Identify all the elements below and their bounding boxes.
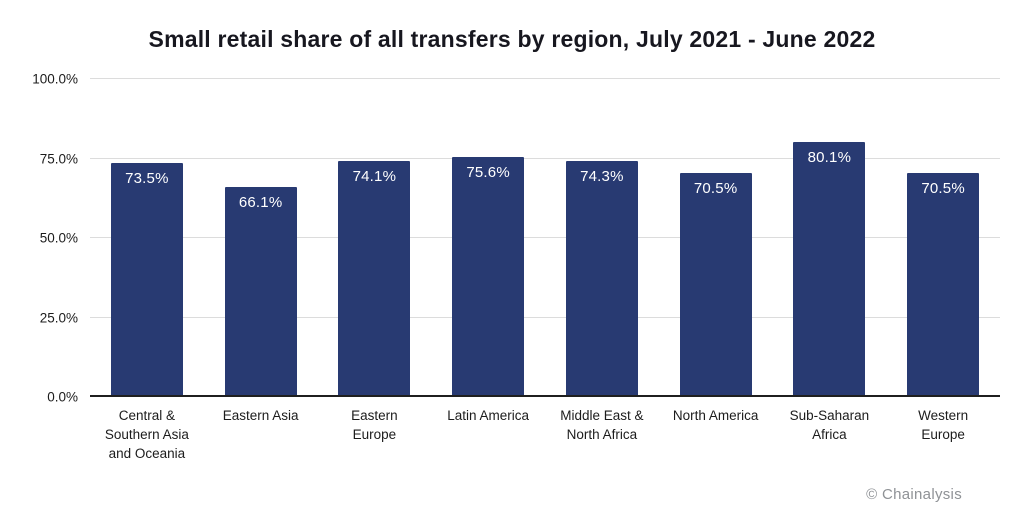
- bar-slot: 75.6%: [431, 79, 545, 397]
- bar: 74.1%: [338, 161, 411, 397]
- bar-slot: 70.5%: [886, 79, 1000, 397]
- bar: 70.5%: [679, 172, 752, 397]
- y-tick-label: 75.0%: [39, 151, 78, 166]
- gridline: [90, 157, 1000, 159]
- gridline: [90, 78, 1000, 79]
- x-tick-label: Western Europe: [918, 408, 969, 442]
- gridline: [90, 316, 1000, 318]
- y-tick-label: 25.0%: [39, 310, 78, 325]
- bar-slot: 74.3%: [545, 79, 659, 397]
- bar-value-label: 66.1%: [238, 193, 283, 211]
- bar: 70.5%: [907, 172, 980, 397]
- x-tick-label: North America: [672, 408, 759, 423]
- bar-value-label: 74.3%: [580, 167, 624, 185]
- bar-slot: 70.5%: [659, 79, 773, 397]
- bar: 75.6%: [452, 156, 525, 397]
- x-axis-baseline: [90, 395, 1000, 397]
- chainalysis-watermark: © Chainalysis: [866, 486, 962, 503]
- bar-value-label: 70.5%: [921, 179, 965, 197]
- bar-value-label: 80.1%: [807, 149, 852, 167]
- y-tick-label: 50.0%: [39, 230, 78, 246]
- bar-value-label: 73.5%: [125, 170, 169, 188]
- bar-slot: 73.5%: [90, 79, 204, 397]
- bar-slot: 74.1%: [318, 79, 432, 397]
- bar-value-label: 75.6%: [466, 163, 510, 181]
- gridline: [90, 237, 1000, 238]
- bar-slot: 66.1%: [204, 79, 318, 397]
- x-tick-label: Eastern Europe: [351, 408, 398, 442]
- bar: 66.1%: [224, 186, 297, 397]
- bar-value-label: 70.5%: [693, 179, 738, 197]
- bar: 80.1%: [793, 142, 866, 397]
- bars-row: 73.5% 66.1% 74.1% 75.6% 74.3% 70.5% 80.1% 70.5%: [90, 79, 1000, 397]
- x-tick-label: Middle East & North Africa: [560, 408, 644, 442]
- bar-slot: 80.1%: [773, 79, 887, 397]
- x-tick-label: Sub-Saharan Africa: [789, 408, 870, 442]
- x-tick-label: Eastern Asia: [222, 408, 299, 423]
- y-tick-label: 0.0%: [47, 389, 78, 405]
- y-axis: 0.0% 25.0% 50.0% 75.0% 100.0%: [0, 72, 82, 405]
- x-tick-label: Central & Southern Asia and Oceania: [104, 408, 189, 461]
- bar: 74.3%: [565, 160, 638, 397]
- y-tick-label: 100.0%: [32, 71, 78, 87]
- bar-value-label: 74.1%: [352, 168, 397, 186]
- x-tick-label: Latin America: [447, 408, 530, 423]
- bar: 73.5%: [110, 163, 183, 397]
- x-axis: Central & Southern Asia and Oceania Easte…: [90, 399, 1000, 464]
- plot-area: 73.5% 66.1% 74.1% 75.6% 74.3% 70.5% 80.1% 70.5%: [90, 78, 1000, 397]
- chart-title: Small retail share of all transfers by r…: [148, 26, 876, 52]
